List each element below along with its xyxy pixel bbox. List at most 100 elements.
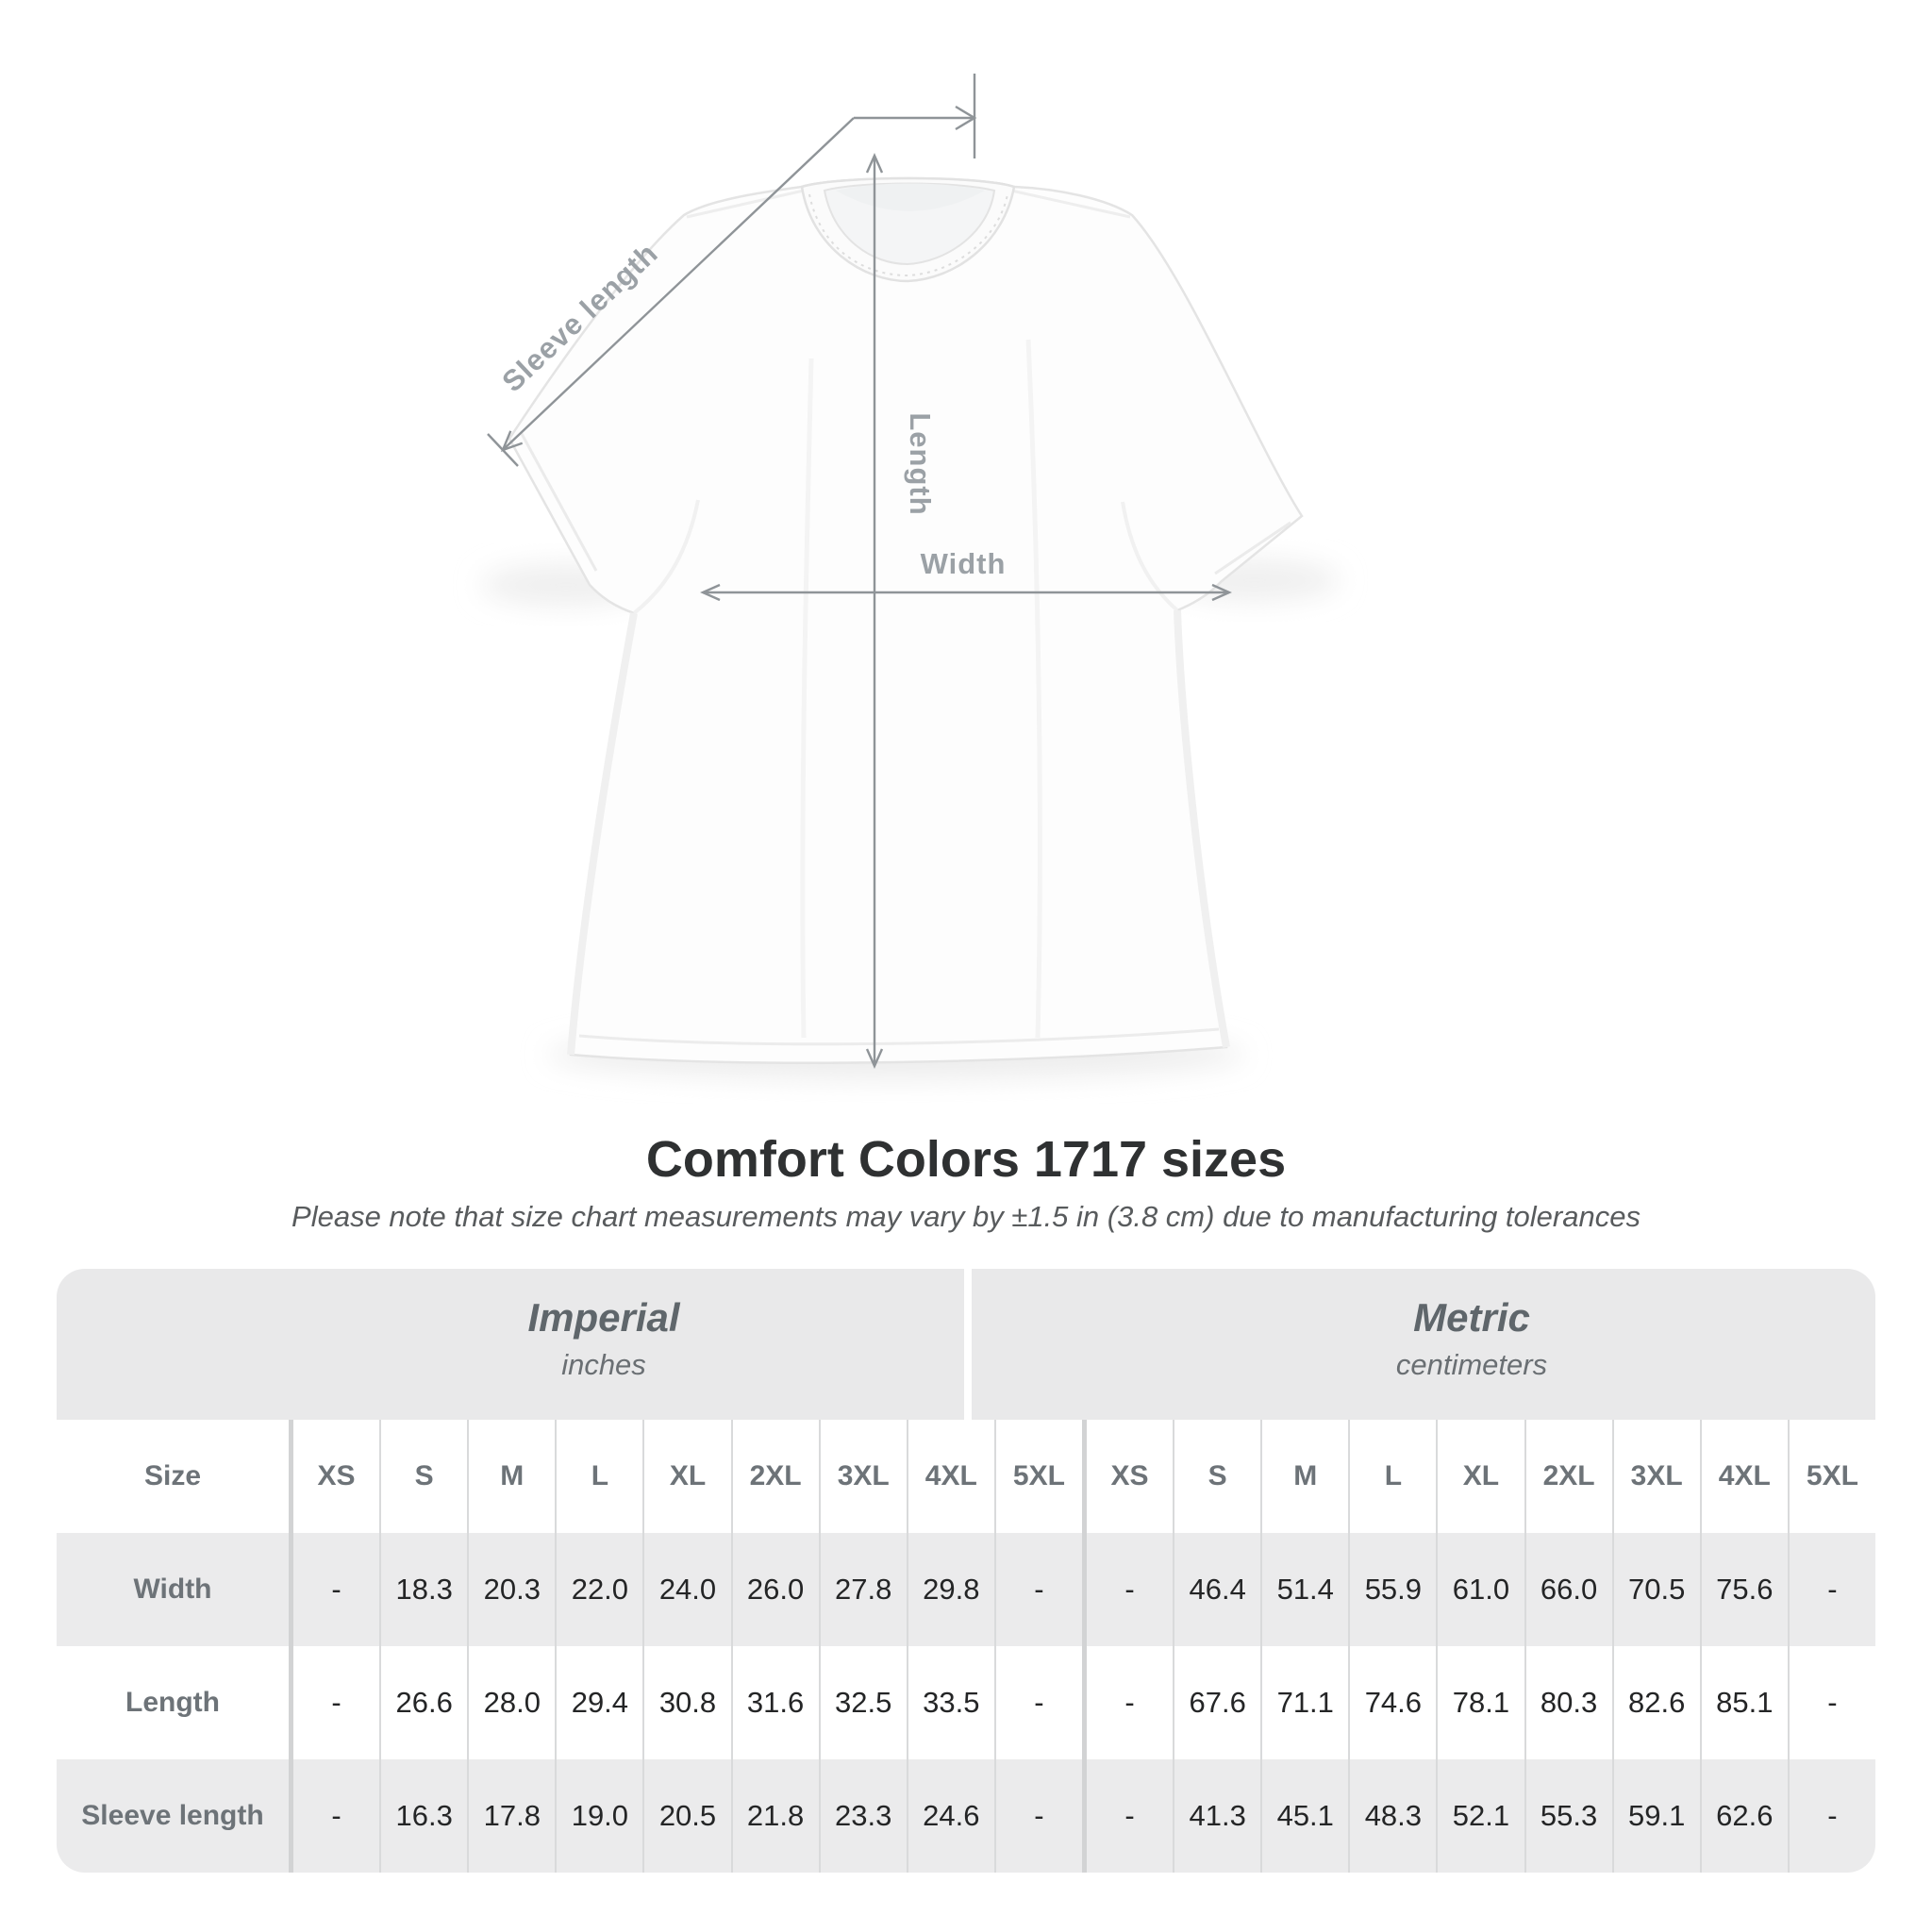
table-cell-metric-m: 71.1 xyxy=(1260,1646,1348,1759)
table-cell-metric-4xl: 75.6 xyxy=(1699,1533,1788,1646)
table-cell-metric-5xl: - xyxy=(1787,1533,1875,1646)
size-column-header-metric-2xl-text: 2XL xyxy=(1542,1460,1595,1491)
table-cell-metric-3xl-text: 82.6 xyxy=(1628,1686,1686,1719)
table-cell-imperial-l: 29.4 xyxy=(555,1646,642,1759)
table-cell-metric-xs: - xyxy=(1081,1533,1173,1646)
length-label: Length xyxy=(904,412,937,515)
table-cell-imperial-xl-text: 20.5 xyxy=(658,1799,717,1832)
size-column-header-metric-l: L xyxy=(1348,1420,1436,1533)
table-cell-imperial-4xl-text: 29.8 xyxy=(923,1573,980,1606)
table-cell-metric-xl-text: 78.1 xyxy=(1452,1686,1510,1719)
table-cell-metric-xs-text: - xyxy=(1124,1686,1135,1719)
size-column-header-imperial-s-text: S xyxy=(414,1460,434,1491)
table-cell-imperial-m: 17.8 xyxy=(467,1759,555,1873)
width-label: Width xyxy=(921,547,1007,580)
table-cell-metric-m: 51.4 xyxy=(1260,1533,1348,1646)
table-cell-imperial-m: 28.0 xyxy=(467,1646,555,1759)
table-cell-imperial-2xl-text: 21.8 xyxy=(746,1799,805,1832)
table-cell-imperial-2xl: 26.0 xyxy=(730,1533,819,1646)
table-cell-imperial-xl-text: 24.0 xyxy=(658,1573,717,1606)
row-label: Length xyxy=(57,1646,289,1759)
size-column-header-imperial-xs: XS xyxy=(289,1420,379,1533)
hem-stitch xyxy=(578,1027,1220,1046)
table-cell-metric-5xl-text: - xyxy=(1827,1799,1838,1832)
table-cell-metric-l: 74.6 xyxy=(1348,1646,1436,1759)
row-label: Width xyxy=(57,1533,289,1646)
size-column-header-metric-m: M xyxy=(1260,1420,1348,1533)
table-cell-metric-5xl-text: - xyxy=(1827,1686,1838,1719)
table-rows: Size XS S M L XL 2XL 3XL 4XL 5XL XS S M L XL 2XL 3XL 4XL… xyxy=(57,1420,1875,1873)
size-column-header-imperial-4xl: 4XL xyxy=(906,1420,994,1533)
row-label: Sleeve length xyxy=(57,1759,289,1873)
unit-header-imperial-band xyxy=(57,1269,964,1420)
size-header-label: Size xyxy=(143,1460,202,1491)
table-cell-imperial-3xl-text: 23.3 xyxy=(835,1799,892,1832)
size-column-header-imperial-2xl: 2XL xyxy=(730,1420,819,1533)
table-cell-metric-l-text: 74.6 xyxy=(1364,1686,1423,1719)
row-label-text: Length xyxy=(125,1687,220,1718)
table-cell-metric-4xl-text: 75.6 xyxy=(1716,1573,1774,1606)
table-cell-metric-s: 46.4 xyxy=(1173,1533,1260,1646)
tshirt-illustration: Sleeve length Length Width xyxy=(481,74,1340,1079)
table-cell-metric-xs-text: - xyxy=(1124,1573,1135,1606)
size-column-header-imperial-l-text: L xyxy=(591,1460,609,1491)
unit-header-metric: Metric centimeters xyxy=(1030,1269,1913,1420)
table-cell-imperial-3xl: 23.3 xyxy=(818,1759,907,1873)
table-cell-imperial-2xl: 21.8 xyxy=(730,1759,819,1873)
table-cell-imperial-m-text: 20.3 xyxy=(483,1573,541,1606)
table-cell-metric-xl-text: 61.0 xyxy=(1452,1573,1510,1606)
table-cell-metric-xl: 61.0 xyxy=(1436,1533,1524,1646)
table-cell-imperial-l-text: 29.4 xyxy=(571,1686,629,1719)
table-cell-metric-l-text: 55.9 xyxy=(1364,1573,1423,1606)
table-cell-metric-2xl-text: 66.0 xyxy=(1540,1573,1598,1606)
table-cell-imperial-s: 26.6 xyxy=(379,1646,467,1759)
collar-back-panel xyxy=(836,183,985,211)
table-cell-metric-3xl: 59.1 xyxy=(1611,1759,1700,1873)
table-cell-imperial-xl: 30.8 xyxy=(642,1646,730,1759)
shirt-crease xyxy=(1025,339,1042,1039)
table-cell-imperial-l-text: 19.0 xyxy=(571,1799,629,1832)
table-cell-imperial-4xl: 24.6 xyxy=(906,1759,994,1873)
collar-stitch xyxy=(808,193,1008,277)
table-cell-imperial-5xl-text: - xyxy=(1034,1799,1044,1832)
shirt-crease xyxy=(800,358,814,1039)
table-cell-imperial-2xl-text: 31.6 xyxy=(746,1686,805,1719)
size-column-header-metric-xs-text: XS xyxy=(1110,1460,1149,1491)
size-column-header-imperial-m: M xyxy=(467,1420,555,1533)
unit-header-metric-band xyxy=(972,1269,1875,1420)
size-column-header-imperial-xl-text: XL xyxy=(669,1460,707,1491)
table-cell-metric-4xl-text: 85.1 xyxy=(1716,1686,1774,1719)
table-cell-imperial-3xl: 32.5 xyxy=(818,1646,907,1759)
table-cell-imperial-xl: 20.5 xyxy=(642,1759,730,1873)
sleeve-length-arrow xyxy=(487,74,977,467)
table-cell-metric-s-text: 41.3 xyxy=(1189,1799,1246,1832)
table-cell-imperial-3xl-text: 27.8 xyxy=(835,1573,892,1606)
table-cell-imperial-xs: - xyxy=(289,1646,379,1759)
table-cell-imperial-5xl-text: - xyxy=(1034,1686,1044,1719)
table-cell-metric-3xl-text: 70.5 xyxy=(1628,1573,1686,1606)
width-arrow xyxy=(700,583,1232,602)
size-column-header-imperial-s: S xyxy=(379,1420,467,1533)
table-cell-metric-s: 67.6 xyxy=(1173,1646,1260,1759)
table-cell-metric-2xl-text: 80.3 xyxy=(1540,1686,1598,1719)
shirt-crease xyxy=(1174,609,1230,1048)
size-column-header-imperial-3xl-text: 3XL xyxy=(837,1460,890,1491)
tshirt-body xyxy=(508,176,1304,1064)
table-cell-imperial-xl: 24.0 xyxy=(642,1533,730,1646)
table-cell-imperial-l-text: 22.0 xyxy=(571,1573,629,1606)
size-column-header-imperial-4xl-text: 4XL xyxy=(924,1460,977,1491)
table-cell-metric-2xl: 55.3 xyxy=(1524,1759,1612,1873)
size-column-header-metric-3xl-text: 3XL xyxy=(1630,1460,1683,1491)
size-column-header-metric-4xl-text: 4XL xyxy=(1718,1460,1771,1491)
table-cell-imperial-xs: - xyxy=(289,1759,379,1873)
table-cell-metric-xl-text: 52.1 xyxy=(1452,1799,1510,1832)
table-cell-metric-m-text: 51.4 xyxy=(1276,1573,1334,1606)
table-cell-metric-m: 45.1 xyxy=(1260,1759,1348,1873)
size-column-header-metric-2xl: 2XL xyxy=(1524,1420,1612,1533)
table-cell-metric-4xl-text: 62.6 xyxy=(1716,1799,1774,1832)
table-cell-metric-l-text: 48.3 xyxy=(1364,1799,1423,1832)
page-title: Comfort Colors 1717 sizes xyxy=(645,1131,1287,1188)
table-cell-imperial-m-text: 17.8 xyxy=(483,1799,541,1832)
table-cell-metric-s-text: 67.6 xyxy=(1189,1686,1246,1719)
table-cell-metric-5xl-text: - xyxy=(1827,1573,1838,1606)
